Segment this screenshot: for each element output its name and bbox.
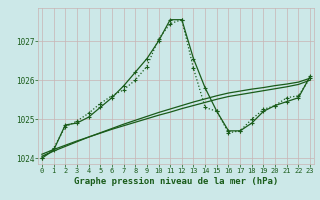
X-axis label: Graphe pression niveau de la mer (hPa): Graphe pression niveau de la mer (hPa)	[74, 177, 278, 186]
